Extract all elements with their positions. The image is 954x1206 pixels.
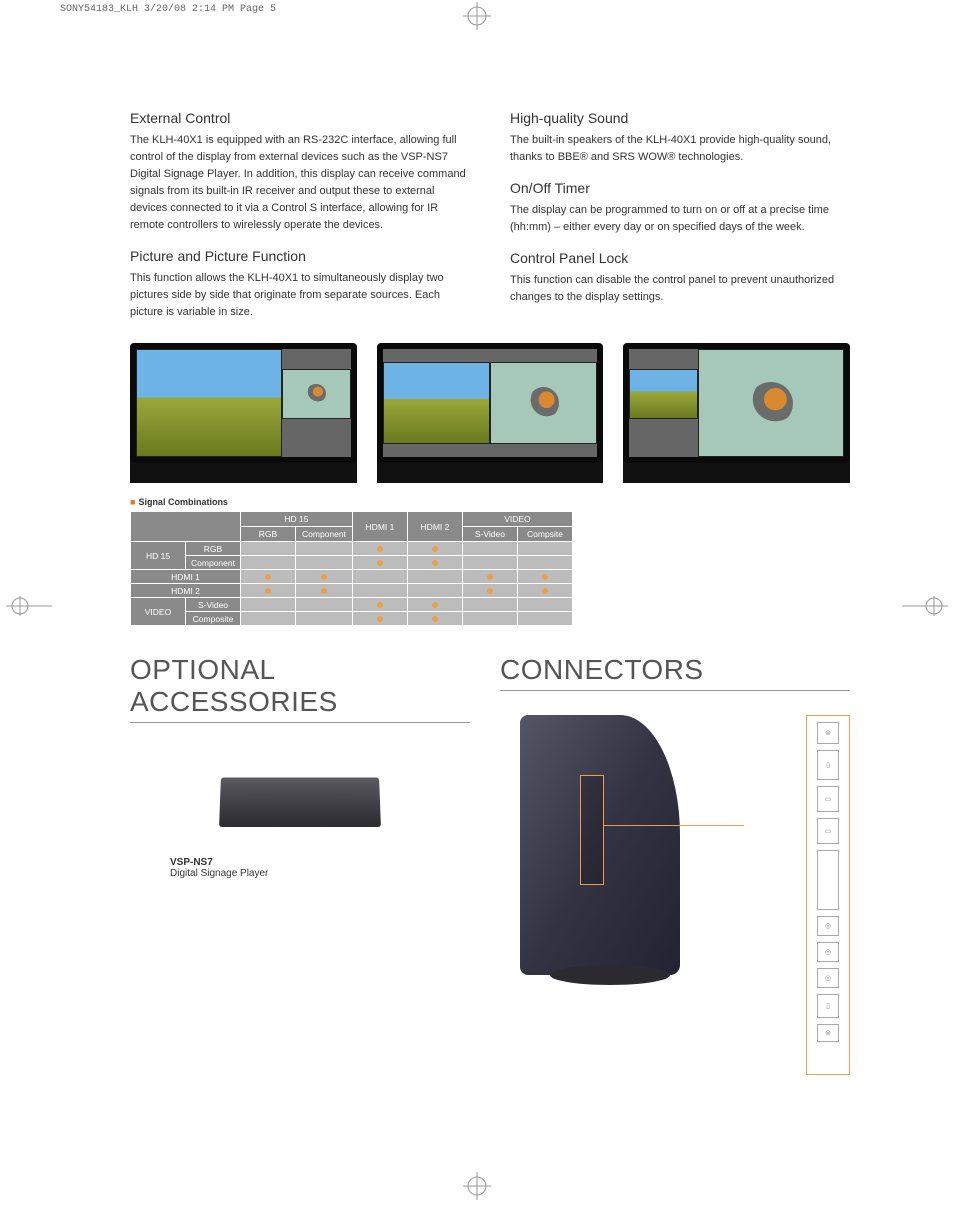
row-sub: S-Video [186, 598, 241, 612]
col-group: HD 15 [241, 512, 353, 527]
tv-example [623, 343, 850, 483]
features-left-col: External Control The KLH-40X1 is equippe… [130, 110, 470, 321]
feature-body: The KLH-40X1 is equipped with an RS-232C… [130, 132, 470, 234]
signal-table-title: Signal Combinations [138, 497, 228, 507]
tv-side-view [520, 715, 680, 975]
connector-port: ◎ [817, 916, 839, 936]
connector-port: ▭ [817, 818, 839, 844]
connector-port: ▯ [817, 994, 839, 1018]
row-group: VIDEO [131, 598, 186, 626]
pip-examples-row [130, 343, 850, 483]
lower-section: OPTIONAL ACCESSORIES VSP-NS7 Digital Sig… [130, 626, 850, 1085]
feature-heading: Picture and Picture Function [130, 248, 470, 264]
feature-body: This function can disable the control pa… [510, 272, 850, 306]
features-columns: External Control The KLH-40X1 is equippe… [130, 110, 850, 321]
connector-port: ◎ [817, 968, 839, 988]
col-sub: S-Video [462, 527, 517, 542]
crop-mark-left [6, 596, 52, 616]
feature-body: This function allows the KLH-40X1 to sim… [130, 270, 470, 321]
crop-mark-right [902, 596, 948, 616]
connector-port: ▭ [817, 786, 839, 812]
feature-heading: On/Off Timer [510, 180, 850, 196]
col-sub: Compsite [517, 527, 572, 542]
feature-body: The display can be programmed to turn on… [510, 202, 850, 236]
features-right-col: High-quality Sound The built-in speakers… [510, 110, 850, 321]
connector-port: ▯ [817, 750, 839, 780]
col-group: HDMI 1 [352, 512, 407, 542]
row-sub: Composite [186, 612, 241, 626]
tv-example [130, 343, 357, 483]
crop-mark-bottom [463, 1172, 491, 1200]
row-group: HD 15 [131, 542, 186, 570]
row-group: HDMI 2 [131, 584, 241, 598]
feature-heading: High-quality Sound [510, 110, 850, 126]
col-sub: Component [296, 527, 353, 542]
connector-port: ⊚ [817, 722, 839, 744]
feature-heading: External Control [130, 110, 470, 126]
connector-panel-highlight [580, 775, 604, 885]
col-group: HDMI 2 [407, 512, 462, 542]
signal-table: HD 15 HDMI 1 HDMI 2 VIDEO RGB Component … [130, 511, 573, 626]
feature-body: The built-in speakers of the KLH-40X1 pr… [510, 132, 850, 166]
accessory-image [200, 747, 400, 847]
accessory-caption: VSP-NS7 Digital Signage Player [170, 857, 470, 879]
feature-heading: Control Panel Lock [510, 250, 850, 266]
connectors-heading: CONNECTORS [500, 654, 850, 691]
connector-port [817, 850, 839, 910]
accessories-heading: OPTIONAL ACCESSORIES [130, 654, 470, 723]
row-group: HDMI 1 [131, 570, 241, 584]
page-content: External Control The KLH-40X1 is equippe… [130, 110, 850, 1085]
accessory-desc: Digital Signage Player [170, 868, 268, 879]
callout-line [604, 825, 744, 826]
accessory-model: VSP-NS7 [170, 857, 213, 868]
square-bullet-icon: ■ [130, 497, 135, 507]
connector-strip: ⊚ ▯ ▭ ▭ ◎ ◎ ◎ ▯ ⊚ [806, 715, 850, 1075]
signal-combinations: ■Signal Combinations HD 15 HDMI 1 HDMI 2… [130, 497, 850, 626]
connector-port: ◎ [817, 942, 839, 962]
tv-example [377, 343, 604, 483]
row-sub: RGB [186, 542, 241, 556]
col-group: VIDEO [462, 512, 572, 527]
col-sub: RGB [241, 527, 296, 542]
print-slug: SONY54183_KLH 3/20/08 2:14 PM Page 5 [60, 4, 276, 15]
row-sub: Component [186, 556, 241, 570]
crop-mark-top [463, 2, 491, 30]
connector-port: ⊚ [817, 1024, 839, 1042]
